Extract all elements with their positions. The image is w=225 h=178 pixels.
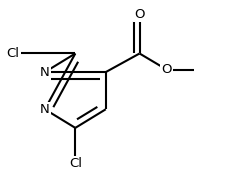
- Text: Cl: Cl: [69, 158, 82, 171]
- Text: O: O: [161, 63, 172, 76]
- Text: N: N: [40, 103, 50, 116]
- Text: Cl: Cl: [7, 47, 20, 60]
- Text: N: N: [40, 66, 50, 79]
- Text: O: O: [134, 7, 145, 20]
